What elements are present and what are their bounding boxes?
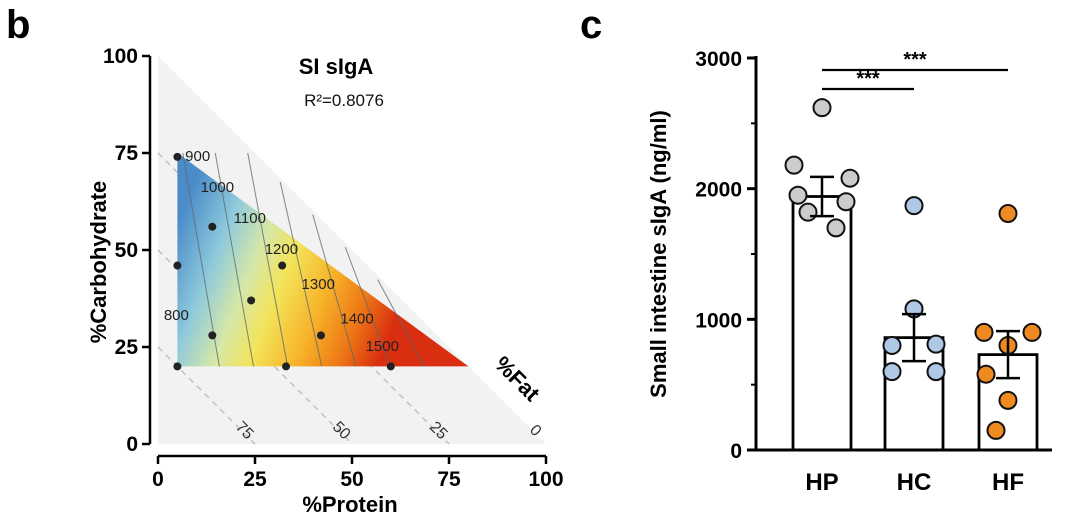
fat-isoline — [157, 346, 256, 445]
diet-point — [173, 152, 182, 161]
contour-line — [247, 152, 289, 367]
sample-point — [974, 322, 994, 342]
panel-b-letter: b — [6, 3, 30, 47]
diet-points — [173, 152, 395, 371]
significance-label: *** — [903, 49, 927, 71]
contour-label: 1500 — [366, 338, 399, 355]
category-label: HP — [805, 469, 838, 496]
contour-line — [312, 214, 357, 367]
contour-label: 1400 — [340, 311, 373, 328]
y-tick-label: 100 — [103, 45, 138, 68]
sample-point — [1022, 322, 1042, 342]
contour-line — [182, 152, 220, 367]
y-tick-label: 25 — [115, 336, 139, 359]
contour-line — [344, 246, 391, 367]
sample-point — [998, 203, 1018, 223]
x-tick-label: 25 — [243, 468, 267, 491]
diet-point — [282, 362, 291, 371]
category-label: HC — [897, 469, 932, 496]
contour-label: 1300 — [302, 276, 335, 293]
category-label: HF — [992, 469, 1024, 496]
bar-y-tick-label: 1000 — [695, 309, 742, 332]
contour-label: 900 — [185, 148, 210, 165]
y-tick-label: 50 — [115, 239, 138, 262]
diet-point — [247, 296, 256, 305]
diet-point — [316, 331, 325, 340]
panel-c-letter: c — [580, 3, 602, 47]
sample-point — [904, 196, 924, 216]
diet-point — [278, 261, 287, 270]
sample-point — [986, 420, 1006, 440]
sample-point — [998, 390, 1018, 410]
y-tick-label: 0 — [126, 433, 138, 456]
sample-point — [882, 335, 902, 355]
sample-point — [788, 185, 808, 205]
sample-point — [812, 98, 832, 118]
error-bars — [810, 175, 1020, 380]
contour-label: 1100 — [234, 210, 266, 227]
bar-y-tick-label: 2000 — [695, 179, 742, 202]
bar-y-tick-label: 3000 — [695, 48, 742, 71]
sample-point — [798, 202, 818, 222]
bar-hp — [791, 195, 853, 452]
sample-point — [926, 362, 946, 382]
significance-brackets: *** *** — [822, 49, 1008, 91]
sample-point — [784, 155, 804, 175]
contour-label: 1000 — [201, 179, 234, 196]
contour-label: 1200 — [265, 241, 298, 258]
bar-y-axis-title: Small intestine sIgA (ng/ml) — [646, 110, 671, 398]
sample-points — [784, 98, 1042, 440]
bar-y-tick-label: 0 — [730, 440, 742, 463]
y-axis-title: %Carbohydrate — [86, 181, 111, 344]
diet-point — [208, 222, 217, 231]
y-tick-label: 75 — [115, 142, 139, 165]
sample-point — [882, 362, 902, 382]
bar-axes: HP HC HF 0 1000 2000 3000 — [695, 48, 1052, 496]
sample-point — [976, 364, 996, 384]
sample-point — [836, 192, 856, 212]
contour-label: 800 — [164, 307, 189, 324]
x-tick-label: 75 — [437, 468, 461, 491]
sample-point — [840, 168, 860, 188]
significance-label: *** — [856, 68, 880, 90]
x-tick-label: 0 — [152, 468, 164, 491]
diet-point — [386, 362, 395, 371]
contour-line — [214, 152, 254, 367]
contour-line — [279, 182, 323, 367]
x-axis-title: %Protein — [302, 492, 397, 517]
sample-point — [826, 218, 846, 238]
diet-point — [208, 331, 217, 340]
x-tick-label: 50 — [340, 468, 363, 491]
diet-point — [173, 261, 182, 270]
diet-point — [173, 362, 182, 371]
ternary-title: SI sIgA — [299, 54, 374, 79]
bar-chart: HP HC HF 0 1000 2000 3000 *** *** Small intesti… — [646, 48, 1052, 496]
x-tick-label: 100 — [528, 468, 563, 491]
r-squared-annotation: R²=0.8076 — [304, 91, 384, 110]
sample-point — [926, 334, 946, 354]
contour-line — [377, 279, 425, 367]
